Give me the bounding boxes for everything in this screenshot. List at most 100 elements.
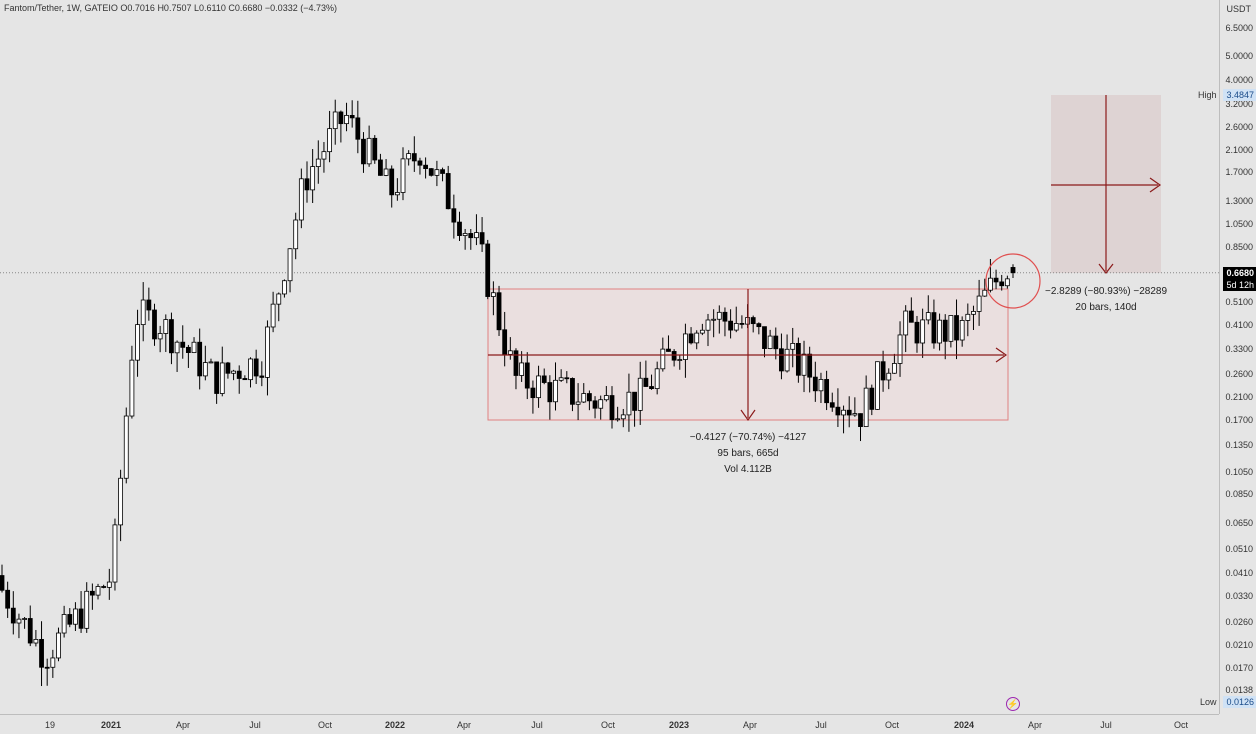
arrow-right-icon	[995, 347, 1008, 363]
candle-body	[106, 581, 112, 588]
candle-body	[948, 315, 954, 342]
candle-body	[56, 632, 61, 659]
candle-body	[688, 333, 694, 344]
candle-body	[982, 289, 988, 297]
time-tick-label: Jul	[249, 720, 261, 730]
candle-body	[78, 608, 84, 629]
low-label: Low	[1200, 697, 1217, 707]
candle-body	[869, 387, 875, 410]
candle-body	[236, 370, 242, 379]
price-tick-label: 5.0000	[1225, 51, 1253, 62]
candle-body	[157, 333, 163, 340]
time-axis[interactable]: 19 2021 Apr Jul Oct 2022 Apr Jul Oct 2023 Apr Jul Oc…	[0, 714, 1219, 734]
time-tick-label: 2023	[668, 720, 690, 730]
time-tick-label: Apr	[1027, 720, 1043, 730]
time-tick-label: Oct	[317, 720, 333, 730]
price-axis[interactable]: USDT 6.5000 5.0000 4.0000 3.2000 2.6000 2.100…	[1219, 0, 1256, 714]
candle-body	[33, 639, 39, 644]
candle-body	[242, 378, 248, 381]
candle-body	[315, 158, 321, 167]
price-tick-label: 1.3000	[1225, 196, 1253, 207]
candle-body	[632, 391, 637, 411]
candle-body	[790, 343, 796, 350]
candle-body	[389, 168, 395, 196]
candle-body	[445, 173, 451, 210]
candle-body	[756, 323, 762, 328]
candle-body	[739, 323, 745, 325]
candle-body	[541, 375, 547, 383]
candle-body	[716, 311, 722, 320]
candle-body	[67, 614, 73, 625]
candle-body	[728, 320, 733, 331]
candle-body	[0, 575, 5, 591]
chart-area[interactable]: Fantom/Tether, 1W, GATEIO O0.7016 H0.750…	[0, 0, 1219, 714]
candle-body	[338, 111, 344, 125]
candle-body	[615, 418, 621, 421]
price-chart[interactable]	[0, 0, 1219, 714]
candle-body	[942, 319, 948, 342]
candle-body	[502, 329, 508, 355]
measure-1-bars: 95 bars, 665d	[717, 448, 779, 459]
candle-body	[123, 415, 129, 479]
candle-body	[411, 153, 417, 162]
candle-body	[925, 312, 931, 321]
time-tick-label: 2021	[100, 720, 122, 730]
candle-body	[197, 341, 203, 377]
candle-body	[824, 379, 830, 404]
candle-body	[801, 353, 807, 376]
candle-body	[462, 233, 468, 236]
candle-body	[191, 341, 197, 353]
candle-body	[219, 362, 225, 394]
candle-body	[428, 168, 434, 176]
candle-body	[406, 153, 412, 160]
time-tick-label: Apr	[456, 720, 472, 730]
price-tick-label: 2.6000	[1225, 121, 1253, 132]
time-tick-label: 19	[44, 720, 56, 730]
candle-body	[287, 248, 293, 282]
candle-body	[208, 361, 214, 364]
candle-body	[779, 348, 784, 372]
candle-body	[16, 618, 22, 624]
candle-body	[490, 292, 496, 297]
price-tick-label: 0.0650	[1225, 518, 1253, 529]
time-tick-label: 2022	[384, 720, 406, 730]
change-value: −0.0332 (−4.73%)	[264, 3, 337, 13]
lightning-icon[interactable]: ⚡	[1006, 697, 1020, 711]
candle-body	[699, 329, 705, 334]
candle-body	[61, 614, 67, 634]
price-tick-label: 0.0260	[1225, 616, 1253, 627]
candle-body	[310, 166, 316, 191]
candle-body	[954, 315, 959, 341]
symbol-legend: Fantom/Tether, 1W, GATEIO O0.7016 H0.750…	[4, 3, 337, 13]
price-tick-label: 0.0850	[1225, 489, 1253, 500]
candle-body	[39, 639, 44, 668]
candle-body	[293, 219, 299, 250]
candle-body	[603, 395, 609, 401]
candle-body	[174, 341, 180, 354]
candle-body	[332, 111, 338, 130]
candle-body	[202, 362, 208, 377]
candle-body	[993, 277, 999, 283]
candle-body	[846, 409, 852, 416]
time-tick-label: Jul	[531, 720, 543, 730]
candle-body	[146, 299, 152, 311]
candle-body	[225, 362, 231, 374]
symbol-name[interactable]: Fantom/Tether, 1W, GATEIO	[4, 3, 118, 13]
candle-body	[112, 524, 118, 583]
candle-body	[366, 137, 372, 165]
candle-body	[530, 387, 536, 399]
price-tick-label: 0.8500	[1225, 241, 1253, 252]
candle-body	[649, 386, 654, 389]
measure-2-bars: 20 bars, 140d	[1075, 302, 1137, 313]
price-tick-label: 1.7000	[1225, 167, 1253, 178]
candle-body	[750, 317, 756, 325]
candle-body	[372, 137, 378, 161]
candle-body	[762, 326, 767, 349]
candle-body	[965, 313, 971, 321]
candle-body	[920, 319, 926, 344]
candle-body	[564, 377, 570, 380]
time-tick-label: Apr	[742, 720, 758, 730]
price-tick-label: 0.0170	[1225, 662, 1253, 673]
candle-body	[95, 586, 101, 596]
currency-label: USDT	[1226, 4, 1252, 14]
